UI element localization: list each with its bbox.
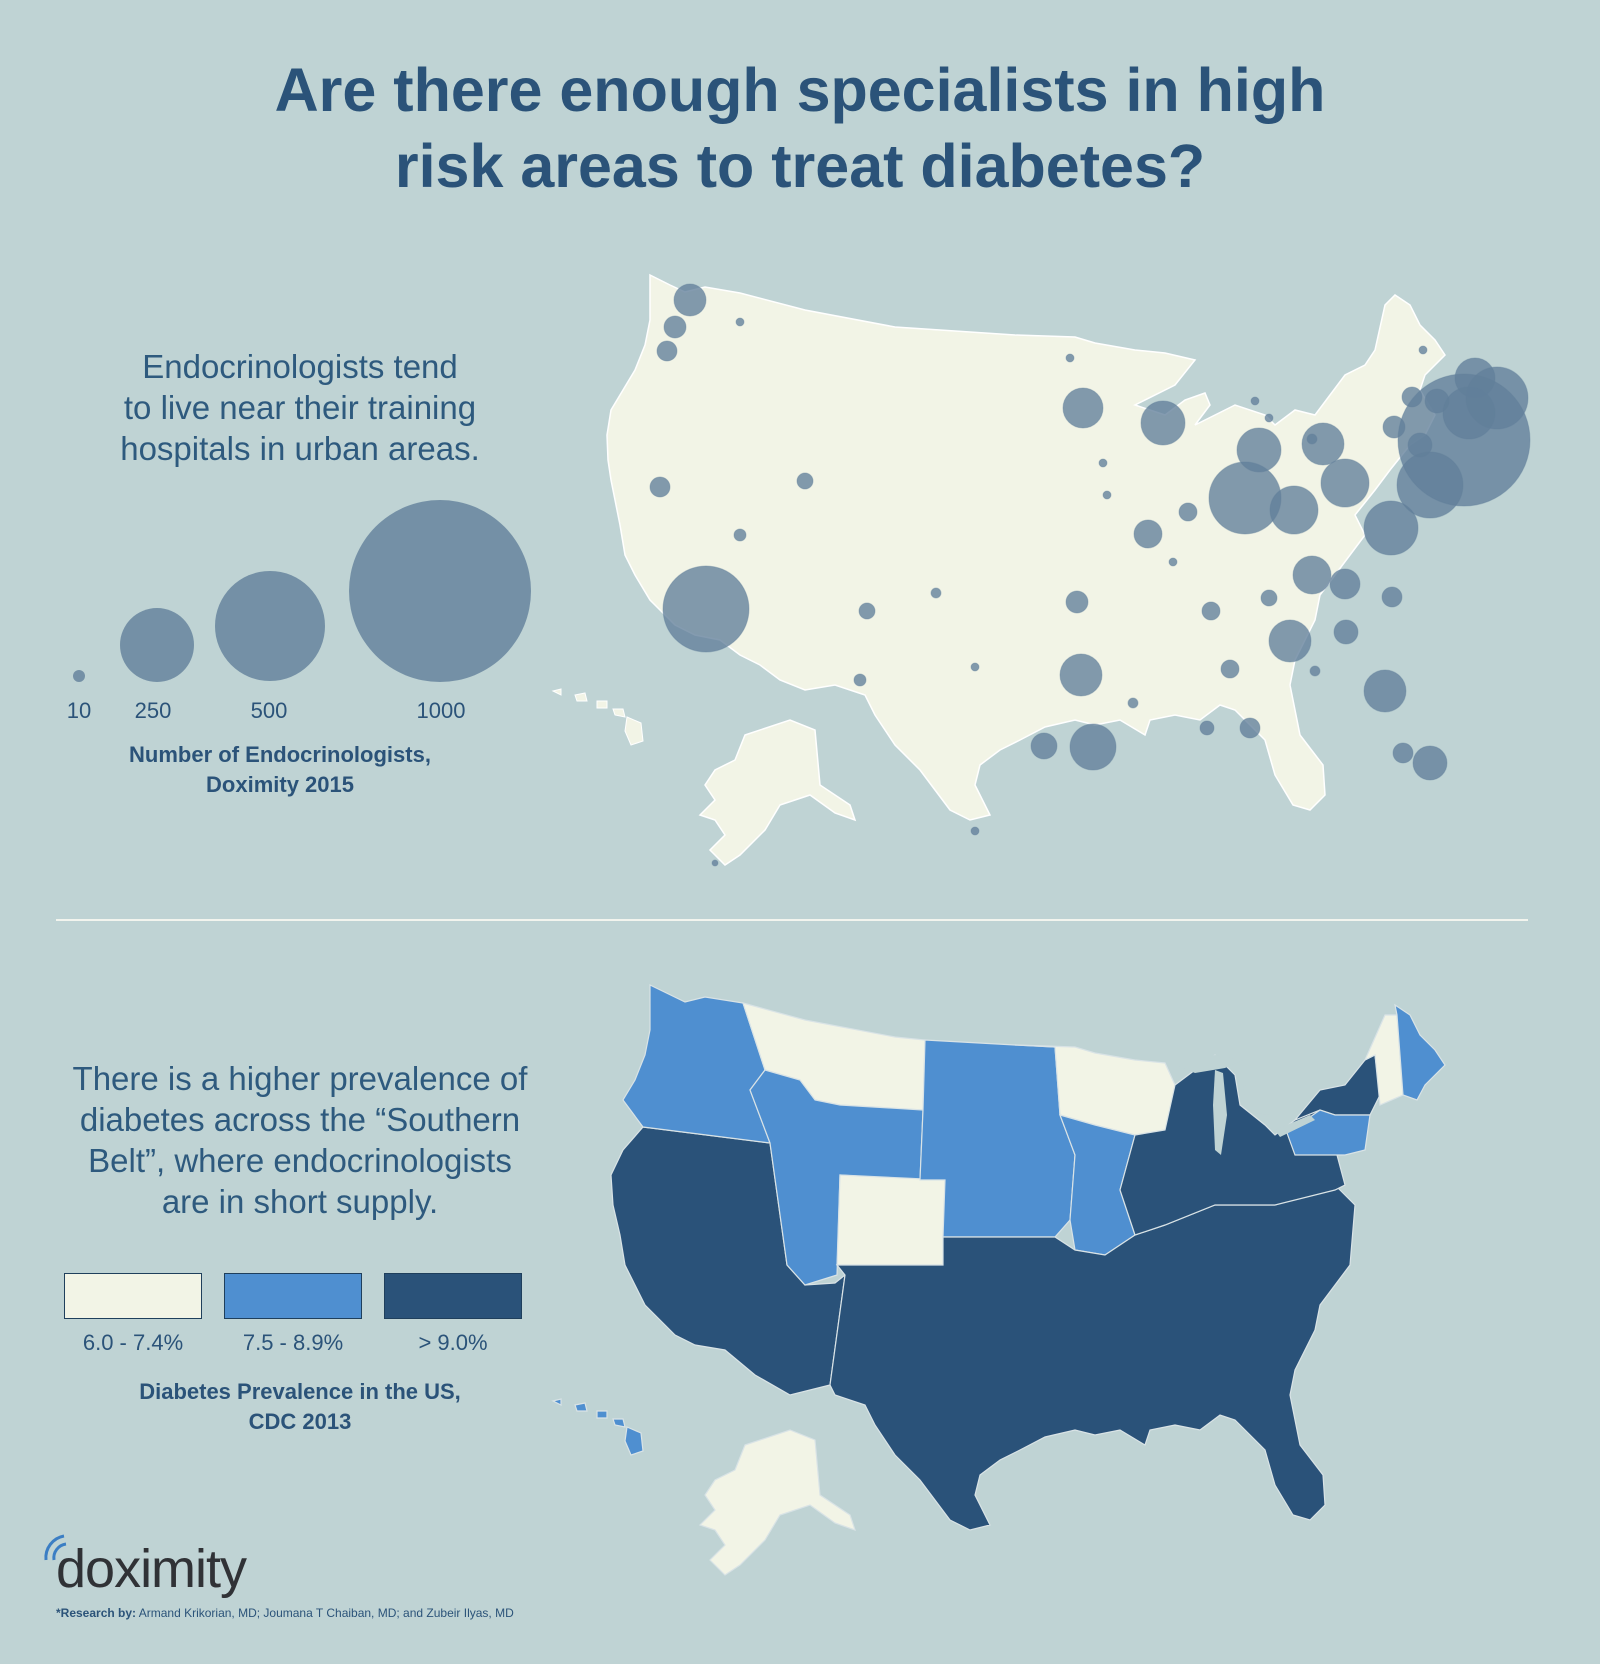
legend-bubble-500 [215,571,325,681]
prevalence-intro: There is a higher prevalence of diabetes… [72,1060,528,1220]
city-bubble [1292,555,1332,595]
city-bubble [1178,502,1198,522]
city-bubble [1102,490,1112,500]
city-bubble [1363,500,1419,556]
bubble-legend-title: Number of Endocrinologists, Doximity 201… [129,742,431,797]
city-bubble [853,673,867,687]
city-bubble [735,317,745,327]
city-bubble [796,472,814,490]
alaska [698,719,857,866]
city-bubble [1220,659,1240,679]
lake-michigan [1213,1070,1227,1155]
diabetes-prevalence-map [551,984,1446,1576]
city-bubble [1250,396,1260,406]
us-landmass [606,273,1446,821]
legend-swatch-mid [224,1273,362,1319]
city-bubble [1329,568,1361,600]
city-bubble [930,587,942,599]
city-bubble [1133,519,1163,549]
research-credit: *Research by: Armand Krikorian, MD; Joum… [56,1606,514,1620]
endocrinologist-bubble-map [551,273,1531,867]
title-line-2: risk areas to treat diabetes? [394,132,1206,200]
legend-label-500: 500 [250,698,288,723]
legend-swatch-low [64,1273,202,1319]
city-bubble [1208,461,1282,535]
legend-label-10: 10 [66,698,92,723]
bubble-size-legend [73,500,531,682]
prevalence-legend-title: Diabetes Prevalence in the US, CDC 2013 [139,1379,461,1434]
region-colorado [836,1174,946,1266]
city-bubble [1059,653,1103,697]
city-bubble [1412,745,1448,781]
lake-superior [1175,1055,1243,1073]
legend-bubble-250 [120,608,194,682]
city-bubble [1069,723,1117,771]
lake-erie [1275,1115,1315,1137]
city-bubble [1418,345,1428,355]
region-west-dark [610,1126,846,1396]
legend-bubble-1000 [349,500,531,682]
city-bubble [1381,586,1403,608]
title-line-1: Are there enough specialists in high [274,56,1326,124]
hawaii [551,688,644,746]
city-bubble [1239,717,1261,739]
doximity-logo-icon [44,1534,67,1561]
city-bubble [1301,422,1345,466]
city-bubble [1201,601,1221,621]
doximity-wordmark: doximity [56,1539,247,1599]
city-bubble [1309,665,1321,677]
legend-swatch-high [384,1273,522,1319]
city-bubble [1062,387,1104,429]
lake-huron [1243,1085,1270,1115]
legend-label-1000: 1000 [416,698,466,723]
city-bubble [673,283,707,317]
section-divider [56,919,1528,921]
alaska [698,1429,856,1576]
city-bubble [1260,589,1278,607]
city-bubble [1320,458,1370,508]
city-bubble [970,662,980,672]
city-bubble [1065,353,1075,363]
city-bubble [1030,732,1058,760]
city-bubble [663,315,687,339]
city-bubble [1065,590,1089,614]
city-bubble [1199,720,1215,736]
city-bubble [1264,413,1274,423]
city-bubble [1442,386,1496,440]
city-bubble [1268,619,1312,663]
city-bubble [1127,697,1139,709]
legend-bubble-10 [73,670,85,682]
city-bubble [649,476,671,498]
endocrinologist-intro: Endocrinologists tend to live near their… [120,348,480,467]
city-bubble [1333,619,1359,645]
legend-label-low: 6.0 - 7.4% [82,1330,184,1355]
region-new-york [1294,1054,1381,1121]
city-bubble [1269,485,1319,535]
legend-label-high: > 9.0% [418,1330,488,1355]
city-bubble [970,826,980,836]
hawaii [551,1398,644,1456]
city-bubble [662,565,750,653]
city-bubble [858,602,876,620]
city-bubble [1363,669,1407,713]
city-bubble [1168,557,1178,567]
city-bubble [1392,742,1414,764]
legend-label-mid: 7.5 - 8.9% [242,1330,344,1355]
city-bubble [711,859,719,867]
city-bubble [1140,400,1186,446]
page-title: Are there enough specialists in high ris… [0,52,1600,204]
city-bubble [1098,458,1108,468]
region-new-england-blue [1394,1003,1446,1101]
city-bubble [733,528,747,542]
city-bubble [656,340,678,362]
legend-label-250: 250 [134,698,172,723]
